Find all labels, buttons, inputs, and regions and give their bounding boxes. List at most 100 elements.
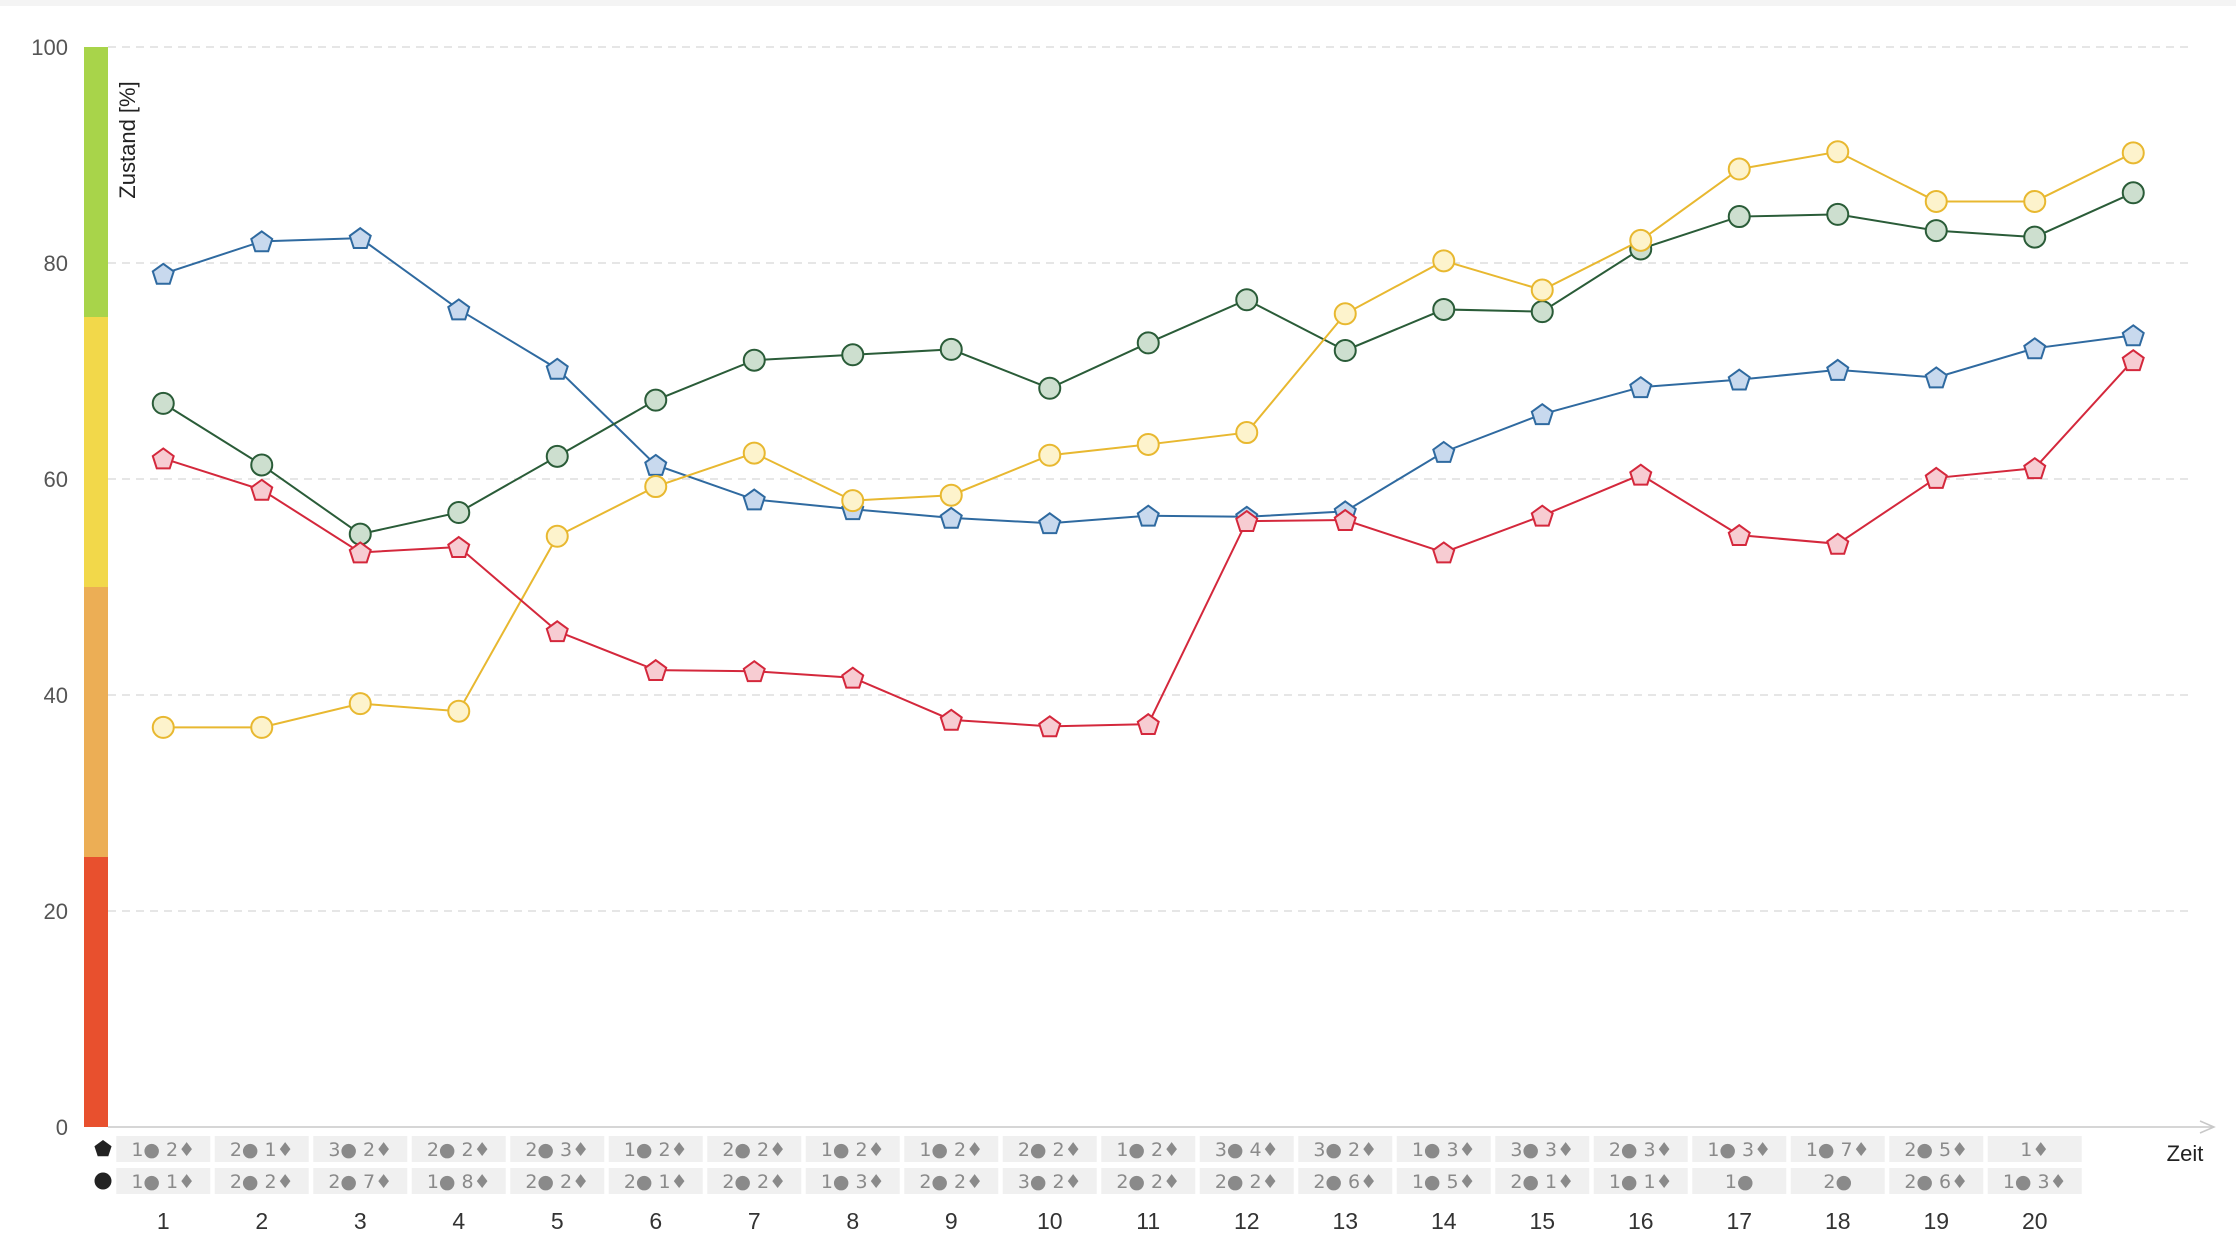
table-cell-text: 1● 3♦ xyxy=(821,1171,885,1193)
table-cell: 1● 2♦ xyxy=(805,1136,900,1162)
data-point xyxy=(1826,202,1850,226)
data-point xyxy=(1038,376,1062,400)
table-cell: 2● 2♦ xyxy=(1101,1168,1196,1194)
y-axis-label: Zustand [%] xyxy=(115,81,140,198)
data-point xyxy=(1924,366,1948,389)
data-point xyxy=(1629,375,1653,399)
data-point xyxy=(1727,205,1751,229)
table-cell-text: 2● xyxy=(1823,1171,1852,1193)
x-tick-label: 7 xyxy=(748,1208,761,1234)
data-point xyxy=(151,262,175,285)
data-point xyxy=(1924,219,1948,243)
condition-bands xyxy=(84,47,108,1127)
table-cell-text: 1● 1♦ xyxy=(1609,1171,1673,1193)
table-cell-bg xyxy=(1199,1136,1294,1162)
data-point xyxy=(348,226,372,250)
table-cell-bg xyxy=(904,1168,999,1194)
data-point xyxy=(2121,324,2145,347)
data-point xyxy=(2023,337,2047,360)
table-cell-text: 2● 2♦ xyxy=(919,1171,983,1193)
x-tick-label: 15 xyxy=(1529,1208,1555,1234)
x-tick-label: 16 xyxy=(1628,1208,1654,1234)
table-cell: 2● 2♦ xyxy=(411,1136,506,1162)
table-cell: 2● 2♦ xyxy=(1199,1168,1294,1194)
x-tick-label: 11 xyxy=(1136,1208,1160,1234)
table-cell-text: 1● 1♦ xyxy=(131,1171,195,1193)
data-point xyxy=(1924,466,1948,489)
table-cell-bg xyxy=(1593,1136,1688,1162)
data-point xyxy=(447,535,471,558)
data-point xyxy=(939,708,963,731)
table-cell-text: 2● 2♦ xyxy=(230,1171,294,1193)
table-cell-text: 1♦ xyxy=(2020,1139,2049,1161)
table-cell-bg xyxy=(214,1168,309,1194)
table-cell-text: 2● 2♦ xyxy=(1215,1171,1279,1193)
table-cell-bg xyxy=(1692,1168,1787,1194)
table-cell-bg xyxy=(1396,1136,1491,1162)
table-cell-text: 2● 3♦ xyxy=(1609,1139,1673,1161)
table-cell: 2● 2♦ xyxy=(1002,1136,1097,1162)
data-point xyxy=(742,348,766,372)
table-cell-text: 2● 7♦ xyxy=(328,1171,392,1193)
data-point xyxy=(1924,189,1948,213)
data-point xyxy=(841,489,865,513)
data-point xyxy=(1530,402,1554,426)
table-cell-bg xyxy=(1889,1136,1984,1162)
data-point xyxy=(1333,508,1357,531)
table-cell: 1● 2♦ xyxy=(904,1136,999,1162)
data-point xyxy=(1530,278,1554,302)
table-cell-bg xyxy=(1593,1168,1688,1194)
table-cell: 1● 8♦ xyxy=(411,1168,506,1194)
table-cell-text: 2● 1♦ xyxy=(230,1139,294,1161)
grid-lines xyxy=(108,46,2190,912)
data-point xyxy=(1727,368,1751,391)
data-point xyxy=(1136,712,1160,736)
x-tick-label: 4 xyxy=(452,1208,465,1234)
top-strip xyxy=(0,0,2236,6)
table-cell-bg xyxy=(313,1168,408,1194)
table-cell-bg xyxy=(1790,1168,1885,1194)
data-point xyxy=(742,660,766,683)
data-table: 1● 2♦ 2● 1♦ 3● 2♦ 2● 2♦ 2● 3♦ 1● 2♦ 2● 2♦ 1● 2♦… xyxy=(116,1136,2082,1194)
data-point xyxy=(939,483,963,507)
table-cell: 2● 3♦ xyxy=(1593,1136,1688,1162)
data-point xyxy=(1136,504,1160,527)
data-point xyxy=(1629,463,1653,486)
data-point xyxy=(1432,249,1456,273)
data-point xyxy=(2121,181,2145,205)
table-cell-text: 1● 2♦ xyxy=(624,1139,688,1161)
table-cell-text: 3● 2♦ xyxy=(328,1139,392,1161)
table-cell-bg xyxy=(1002,1168,1097,1194)
x-tick-label: 10 xyxy=(1037,1208,1063,1234)
table-cell-text: 1● 2♦ xyxy=(919,1139,983,1161)
table-cell-text: 3● 2♦ xyxy=(1018,1171,1082,1193)
data-point xyxy=(1826,532,1850,555)
y-tick-label: 60 xyxy=(44,467,68,492)
table-cell-bg xyxy=(313,1136,408,1162)
table-cell-text: 1● 3♦ xyxy=(1412,1139,1476,1161)
data-point xyxy=(1530,300,1554,324)
table-cell: 2● xyxy=(1790,1168,1885,1194)
x-tick-label: 5 xyxy=(551,1208,564,1234)
table-cell: 2● 2♦ xyxy=(214,1168,309,1194)
data-point xyxy=(2023,189,2047,213)
table-cell-bg xyxy=(116,1136,211,1162)
table-cell-bg xyxy=(608,1136,703,1162)
y-tick-label: 0 xyxy=(56,1115,68,1140)
table-cell-bg xyxy=(510,1168,605,1194)
x-tick-label: 9 xyxy=(945,1208,958,1234)
table-cell-text: 1● 2♦ xyxy=(131,1139,195,1161)
x-axis-label: Zeit xyxy=(2167,1141,2204,1166)
table-cell-bg xyxy=(116,1168,211,1194)
table-cell: 1● 1♦ xyxy=(1593,1168,1688,1194)
data-point xyxy=(447,699,471,723)
table-cell: 2● 1♦ xyxy=(608,1168,703,1194)
table-cell-bg xyxy=(510,1136,605,1162)
x-tick-label: 19 xyxy=(1923,1208,1949,1234)
x-tick-label: 20 xyxy=(2022,1208,2048,1234)
series-group xyxy=(151,140,2145,739)
table-cell-bg xyxy=(805,1168,900,1194)
table-cell-bg xyxy=(1101,1168,1196,1194)
condition-band-1 xyxy=(84,857,108,1127)
